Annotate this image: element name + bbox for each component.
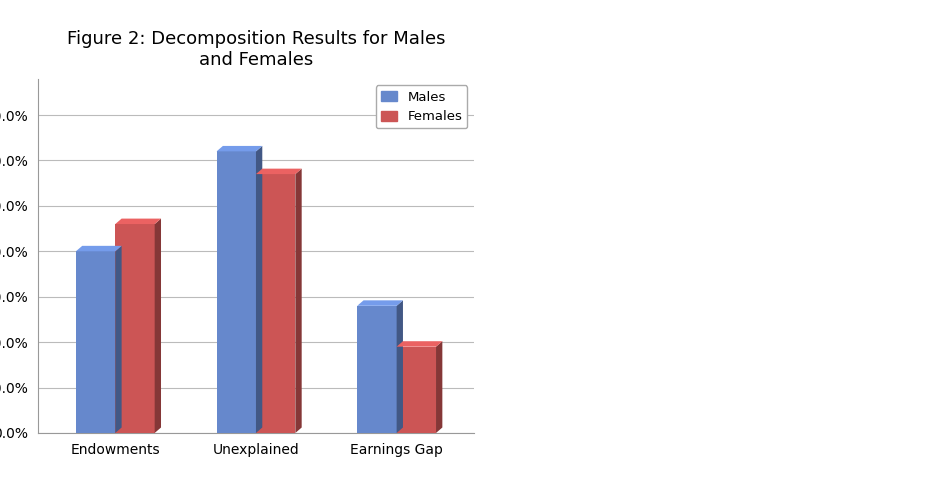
Bar bbox=[396, 347, 436, 433]
Bar bbox=[357, 306, 396, 433]
Polygon shape bbox=[155, 218, 161, 433]
Polygon shape bbox=[357, 300, 403, 306]
Polygon shape bbox=[256, 169, 301, 174]
Polygon shape bbox=[116, 246, 121, 433]
Polygon shape bbox=[256, 146, 263, 433]
Bar bbox=[256, 174, 296, 433]
Polygon shape bbox=[436, 341, 443, 433]
Polygon shape bbox=[296, 169, 301, 433]
Polygon shape bbox=[216, 146, 263, 152]
Polygon shape bbox=[76, 246, 121, 251]
Legend: Males, Females: Males, Females bbox=[375, 85, 467, 128]
Bar bbox=[216, 152, 256, 433]
Polygon shape bbox=[116, 218, 161, 224]
Title: Figure 2: Decomposition Results for Males
and Females: Figure 2: Decomposition Results for Male… bbox=[66, 30, 446, 69]
Bar bbox=[116, 224, 155, 433]
Polygon shape bbox=[396, 341, 443, 347]
Polygon shape bbox=[396, 300, 403, 433]
Bar bbox=[76, 251, 116, 433]
